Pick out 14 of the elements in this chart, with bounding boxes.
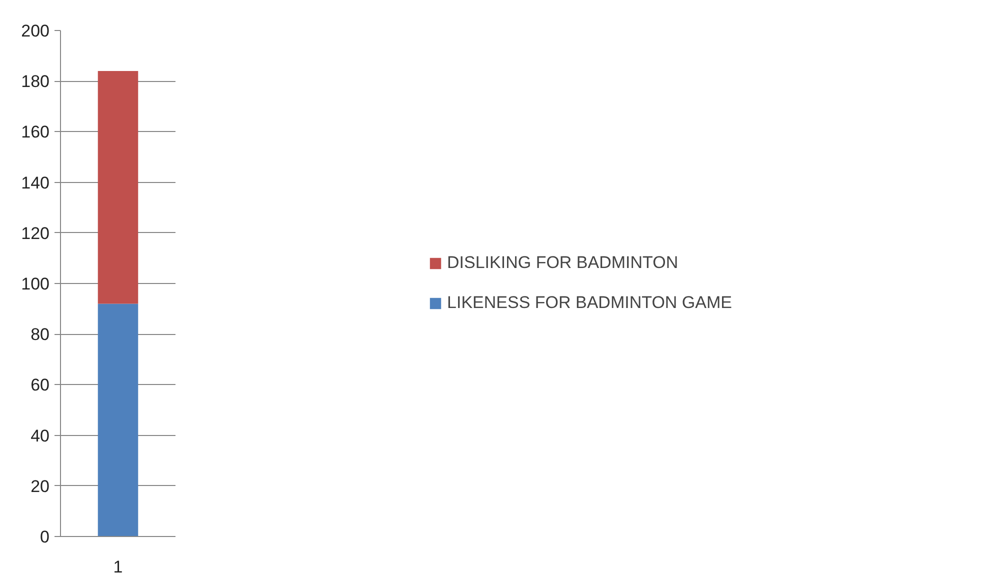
- y-tick-label: 40: [30, 426, 50, 446]
- y-tick-label: 0: [40, 528, 50, 546]
- y-tick-label: 200: [21, 22, 50, 40]
- y-tick-label: 20: [30, 476, 50, 496]
- y-tick-label: 140: [21, 173, 50, 192]
- y-tick-label: 80: [30, 325, 50, 344]
- legend-label: DISLIKING FOR BADMINTON: [447, 253, 678, 273]
- y-tick-label: 100: [21, 274, 50, 294]
- y-tick-label: 120: [21, 224, 50, 243]
- legend-label: LIKENESS FOR BADMINTON GAME: [447, 293, 732, 313]
- y-tick-label: 60: [30, 376, 50, 395]
- x-tick-label: 1: [113, 558, 123, 576]
- y-tick-label: 160: [21, 122, 50, 142]
- y-tick-label: 180: [21, 72, 50, 92]
